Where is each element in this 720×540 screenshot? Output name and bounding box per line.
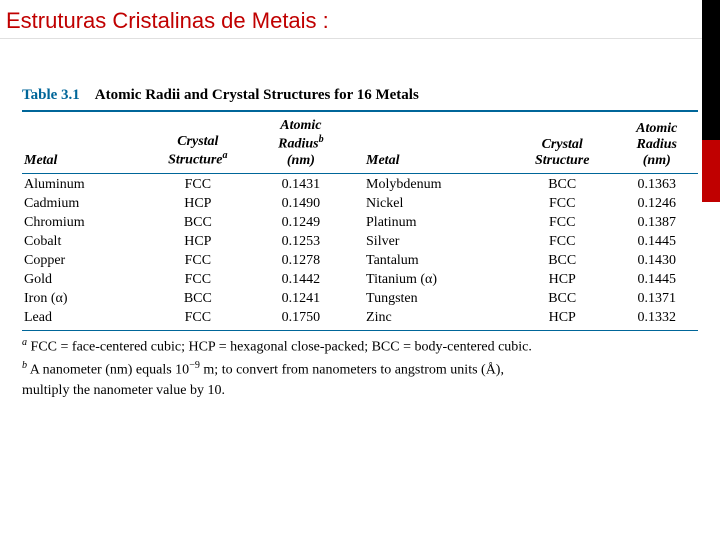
cell-metal: Tantalum (364, 252, 509, 271)
cell-metal: Titanium (α) (364, 271, 509, 290)
col-structure-left: CrystalStructurea (140, 114, 256, 173)
table-container: Table 3.1 Atomic Radii and Crystal Struc… (0, 39, 720, 401)
cell-spacer (346, 252, 364, 271)
cell-spacer (346, 195, 364, 214)
cell-structure: BCC (509, 176, 616, 195)
table-row: AluminumFCC0.1431 MolybdenumBCC0.1363 (22, 176, 698, 195)
table-header-row: Metal CrystalStructurea AtomicRadiusb(nm… (22, 114, 698, 173)
cell-structure: FCC (140, 252, 256, 271)
footnote-a: a FCC = face-centered cubic; HCP = hexag… (22, 335, 698, 358)
table-row: GoldFCC0.1442 Titanium (α)HCP0.1445 (22, 271, 698, 290)
cell-structure: HCP (509, 309, 616, 328)
cell-structure: HCP (140, 195, 256, 214)
table-row: ChromiumBCC0.1249 PlatinumFCC0.1387 (22, 214, 698, 233)
cell-metal: Zinc (364, 309, 509, 328)
cell-radius: 0.1371 (616, 290, 699, 309)
cell-metal: Tungsten (364, 290, 509, 309)
cell-metal: Molybdenum (364, 176, 509, 195)
cell-structure: BCC (509, 252, 616, 271)
cell-radius: 0.1332 (616, 309, 699, 328)
cell-radius: 0.1253 (256, 233, 346, 252)
cell-radius: 0.1249 (256, 214, 346, 233)
col-radius-left: AtomicRadiusb(nm) (256, 114, 346, 173)
col-radius-right: AtomicRadius(nm) (616, 114, 699, 173)
cell-radius: 0.1445 (616, 233, 699, 252)
metals-table: Metal CrystalStructurea AtomicRadiusb(nm… (22, 114, 698, 328)
table-top-rule (22, 110, 698, 112)
cell-spacer (346, 233, 364, 252)
table-row: Iron (α)BCC0.1241TungstenBCC0.1371 (22, 290, 698, 309)
cell-metal: Silver (364, 233, 509, 252)
cell-radius: 0.1442 (256, 271, 346, 290)
cell-metal: Copper (22, 252, 140, 271)
col-spacer (346, 114, 364, 173)
cell-radius: 0.1387 (616, 214, 699, 233)
cell-spacer (346, 309, 364, 328)
table-row: CopperFCC0.1278 TantalumBCC0.1430 (22, 252, 698, 271)
footnote-b-line1: b A nanometer (nm) equals 10−9 m; to con… (22, 358, 698, 381)
cell-radius: 0.1431 (256, 176, 346, 195)
cell-metal: Platinum (364, 214, 509, 233)
table-body: AluminumFCC0.1431MolybdenumBCC0.1363Cadm… (22, 173, 698, 328)
cell-radius: 0.1246 (616, 195, 699, 214)
table-row: CadmiumHCP0.1490 NickelFCC0.1246 (22, 195, 698, 214)
cell-structure: BCC (509, 290, 616, 309)
cell-structure: FCC (509, 195, 616, 214)
col-metal-right: Metal (364, 114, 509, 173)
cell-radius: 0.1278 (256, 252, 346, 271)
cell-radius: 0.1241 (256, 290, 346, 309)
table-bottom-rule (22, 330, 698, 331)
cell-radius: 0.1445 (616, 271, 699, 290)
table-row: CobaltHCP0.1253 SilverFCC0.1445 (22, 233, 698, 252)
side-accent-red (702, 140, 720, 202)
col-structure-right: CrystalStructure (509, 114, 616, 173)
col-metal-left: Metal (22, 114, 140, 173)
cell-spacer (346, 214, 364, 233)
cell-spacer (346, 176, 364, 195)
cell-structure: BCC (140, 214, 256, 233)
cell-structure: FCC (509, 233, 616, 252)
cell-metal: Iron (α) (22, 290, 140, 309)
cell-spacer (346, 290, 364, 309)
table-footnotes: a FCC = face-centered cubic; HCP = hexag… (22, 335, 698, 401)
cell-metal: Cadmium (22, 195, 140, 214)
cell-metal: Cobalt (22, 233, 140, 252)
footnote-b-line2: multiply the nanometer value by 10. (22, 380, 698, 401)
cell-structure: FCC (140, 271, 256, 290)
table-number: Table 3.1 (22, 87, 80, 103)
cell-structure: FCC (509, 214, 616, 233)
cell-radius: 0.1430 (616, 252, 699, 271)
cell-structure: BCC (140, 290, 256, 309)
cell-structure: FCC (140, 176, 256, 195)
cell-structure: HCP (140, 233, 256, 252)
table-caption: Table 3.1 Atomic Radii and Crystal Struc… (22, 87, 698, 104)
slide-title: Estruturas Cristalinas de Metais : (0, 0, 720, 39)
cell-radius: 0.1750 (256, 309, 346, 328)
table-row: LeadFCC0.1750 ZincHCP0.1332 (22, 309, 698, 328)
cell-structure: FCC (140, 309, 256, 328)
cell-metal: Lead (22, 309, 140, 328)
cell-radius: 0.1490 (256, 195, 346, 214)
cell-radius: 0.1363 (616, 176, 699, 195)
cell-metal: Aluminum (22, 176, 140, 195)
cell-metal: Chromium (22, 214, 140, 233)
cell-structure: HCP (509, 271, 616, 290)
cell-spacer (346, 271, 364, 290)
cell-metal: Nickel (364, 195, 509, 214)
table-title: Atomic Radii and Crystal Structures for … (95, 87, 419, 103)
cell-metal: Gold (22, 271, 140, 290)
